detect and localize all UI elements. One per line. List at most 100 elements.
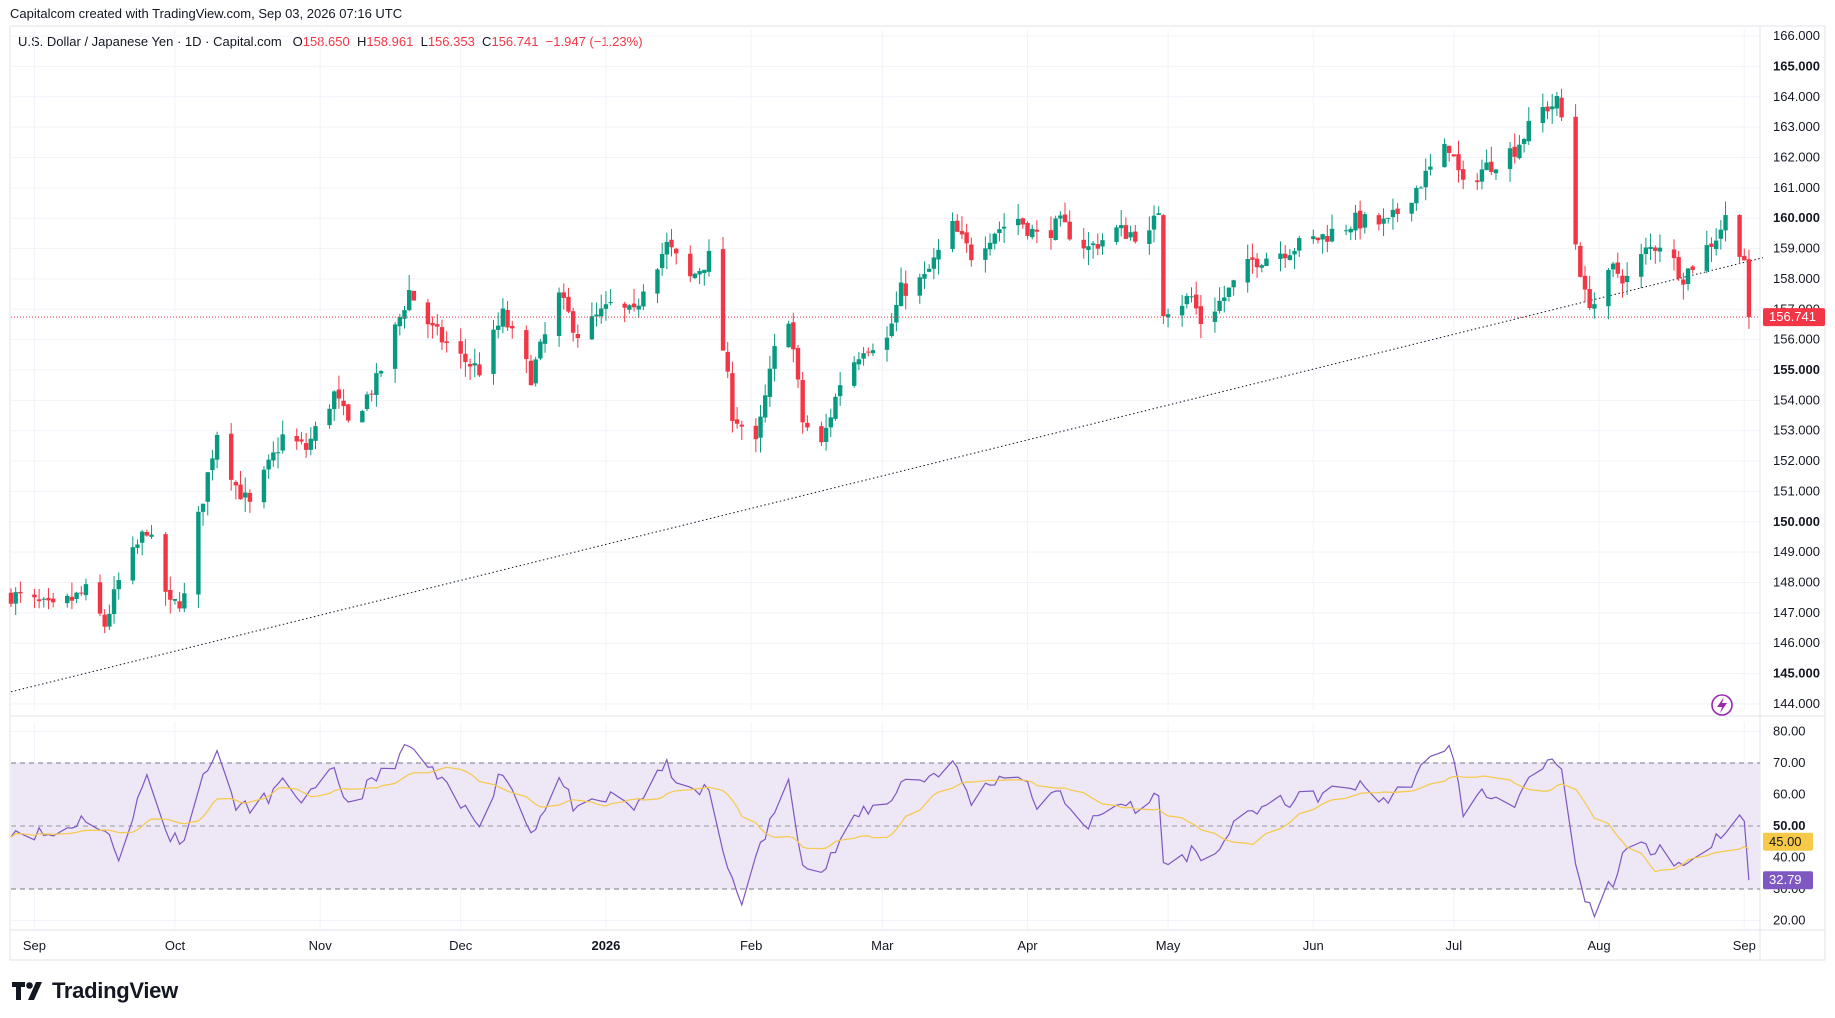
candle-body (172, 598, 178, 601)
candle-body (182, 593, 187, 609)
candle-body (163, 534, 168, 592)
price-tick-label: 163.000 (1773, 119, 1820, 134)
candle-body (823, 427, 829, 442)
candle-body (767, 368, 773, 397)
candle-body (603, 304, 609, 309)
candle-body (1353, 212, 1358, 231)
candle-body (336, 389, 342, 399)
candle-body (130, 547, 135, 581)
symbol-legend: U.S. Dollar / Japanese Yen · 1D · Capita… (18, 34, 643, 49)
time-tick-label: Feb (740, 938, 762, 953)
current-price-badge (1763, 308, 1825, 327)
candle-body (1512, 146, 1517, 157)
candle-body (556, 292, 562, 336)
candle-body (1156, 213, 1161, 215)
tradingview-logo[interactable]: TradingView (12, 978, 178, 1004)
candle-body (1292, 250, 1297, 255)
candle-body (1030, 228, 1035, 238)
candle-body (627, 305, 632, 310)
candle-body (1676, 257, 1681, 279)
candle-body (983, 248, 988, 260)
time-tick-label: Apr (1017, 938, 1038, 953)
candle-body (472, 363, 477, 366)
candle-body (374, 373, 379, 396)
candle-body (210, 458, 215, 471)
candle-body (655, 269, 660, 294)
candle-body (1489, 161, 1494, 172)
candle-body (477, 364, 482, 376)
time-tick-label: Dec (449, 938, 473, 953)
candle-body (1081, 239, 1086, 249)
candle-body (1653, 247, 1658, 251)
candle-body (1001, 226, 1007, 229)
candle-body (561, 292, 566, 298)
candle-body (528, 360, 534, 386)
candle-body (1015, 218, 1021, 226)
candle-body (1053, 218, 1058, 240)
candle-body (856, 359, 862, 365)
time-tick-label: 2026 (591, 938, 620, 953)
candle-body (1526, 120, 1531, 142)
candle-body (955, 220, 960, 232)
candle-body (917, 277, 922, 296)
candle-body (1123, 225, 1129, 239)
candle-body (271, 452, 276, 461)
candle-body (1540, 107, 1546, 124)
candle-body (1151, 215, 1157, 230)
candle-body (884, 337, 890, 350)
candle-body (1681, 279, 1686, 285)
candle-body (889, 323, 894, 337)
candle-body (1428, 166, 1433, 170)
price-tick-label: 160.000 (1773, 210, 1820, 225)
candle-body (313, 426, 318, 441)
candle-body (1329, 228, 1335, 242)
candle-body (266, 459, 271, 470)
open-value: 158.650 (302, 34, 350, 49)
price-tick-label: 152.000 (1773, 453, 1820, 468)
candle-body (116, 580, 121, 590)
candle-body (500, 308, 506, 327)
time-tick-label: Nov (309, 938, 333, 953)
candle-body (139, 531, 145, 543)
candle-body (378, 371, 384, 374)
candle-body (233, 481, 239, 486)
candle-body (1287, 255, 1293, 260)
chart-canvas[interactable]: 144.000 145.000 146.000 147.000 148.000 149.0… (0, 0, 1835, 970)
candle-body (730, 373, 735, 422)
candle-body (772, 346, 777, 369)
candle-body (1615, 262, 1620, 274)
candle-body (1409, 202, 1414, 214)
candle-body (903, 283, 908, 296)
candle-body (1147, 230, 1152, 244)
time-tick-label: Oct (165, 938, 186, 953)
candle-body (74, 592, 79, 599)
candle-body (308, 438, 314, 450)
price-tick-label: 159.000 (1773, 241, 1820, 256)
candle-body (425, 302, 431, 325)
candle-body (1737, 214, 1742, 257)
candle-body (346, 404, 351, 421)
time-tick-label: May (1156, 938, 1181, 953)
candle-body (1587, 289, 1592, 309)
candle-body (458, 341, 463, 354)
candle-body (411, 290, 417, 301)
candle-body (406, 290, 412, 311)
candle-body (1418, 187, 1424, 189)
candle-body (1390, 209, 1396, 218)
candle-body (688, 253, 693, 277)
candle-body (467, 363, 473, 367)
candle-body (936, 249, 941, 260)
candle-body (659, 254, 665, 269)
candle-body (360, 411, 365, 423)
price-tick-label: 151.000 (1773, 483, 1820, 498)
candle-body (1742, 255, 1747, 261)
candle-body (1723, 215, 1728, 231)
candle-body (1362, 214, 1368, 228)
candle-body (200, 503, 206, 512)
candle-body (786, 323, 791, 348)
price-tick-label: 155.000 (1773, 362, 1820, 377)
candle-body (1165, 314, 1171, 318)
candle-body (228, 433, 234, 480)
candle-body (622, 303, 627, 308)
candle-body (1100, 240, 1105, 247)
